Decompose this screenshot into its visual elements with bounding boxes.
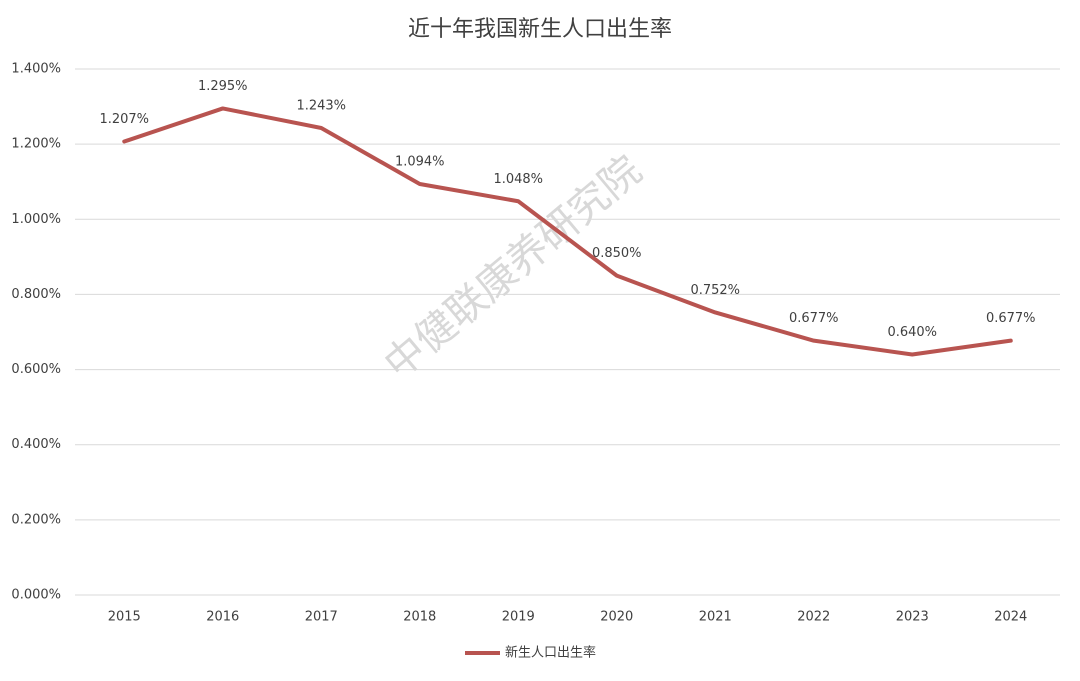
x-tick-label: 2021: [699, 610, 732, 625]
data-label: 0.677%: [789, 311, 839, 326]
chart-title: 近十年我国新生人口出生率: [408, 17, 672, 42]
x-tick-label: 2017: [305, 610, 338, 625]
y-tick-label: 0.800%: [11, 287, 61, 302]
data-label: 0.850%: [592, 246, 642, 261]
data-label: 0.752%: [690, 283, 740, 298]
y-tick-label: 0.000%: [11, 588, 61, 603]
data-label: 0.640%: [887, 325, 937, 340]
y-tick-label: 0.400%: [11, 437, 61, 452]
x-tick-label: 2020: [600, 610, 633, 625]
x-tick-label: 2023: [896, 610, 929, 625]
x-tick-label: 2024: [994, 610, 1027, 625]
y-tick-label: 1.400%: [11, 62, 61, 77]
x-tick-label: 2022: [797, 610, 830, 625]
y-tick-label: 0.600%: [11, 362, 61, 377]
data-label: 1.207%: [99, 112, 149, 127]
y-tick-label: 1.000%: [11, 212, 61, 227]
data-label: 0.677%: [986, 311, 1036, 326]
x-tick-label: 2016: [206, 610, 239, 625]
series-line: [122, 106, 1013, 357]
data-label: 1.048%: [493, 172, 543, 187]
y-tick-label: 0.200%: [11, 512, 61, 527]
y-tick-label: 1.200%: [11, 137, 61, 152]
x-tick-label: 2015: [108, 610, 141, 625]
data-label: 1.243%: [296, 98, 346, 113]
data-label: 1.295%: [198, 79, 248, 94]
x-tick-label: 2019: [502, 610, 535, 625]
x-tick-label: 2018: [403, 610, 436, 625]
data-label: 1.094%: [395, 154, 445, 169]
legend-label: 新生人口出生率: [505, 645, 596, 661]
